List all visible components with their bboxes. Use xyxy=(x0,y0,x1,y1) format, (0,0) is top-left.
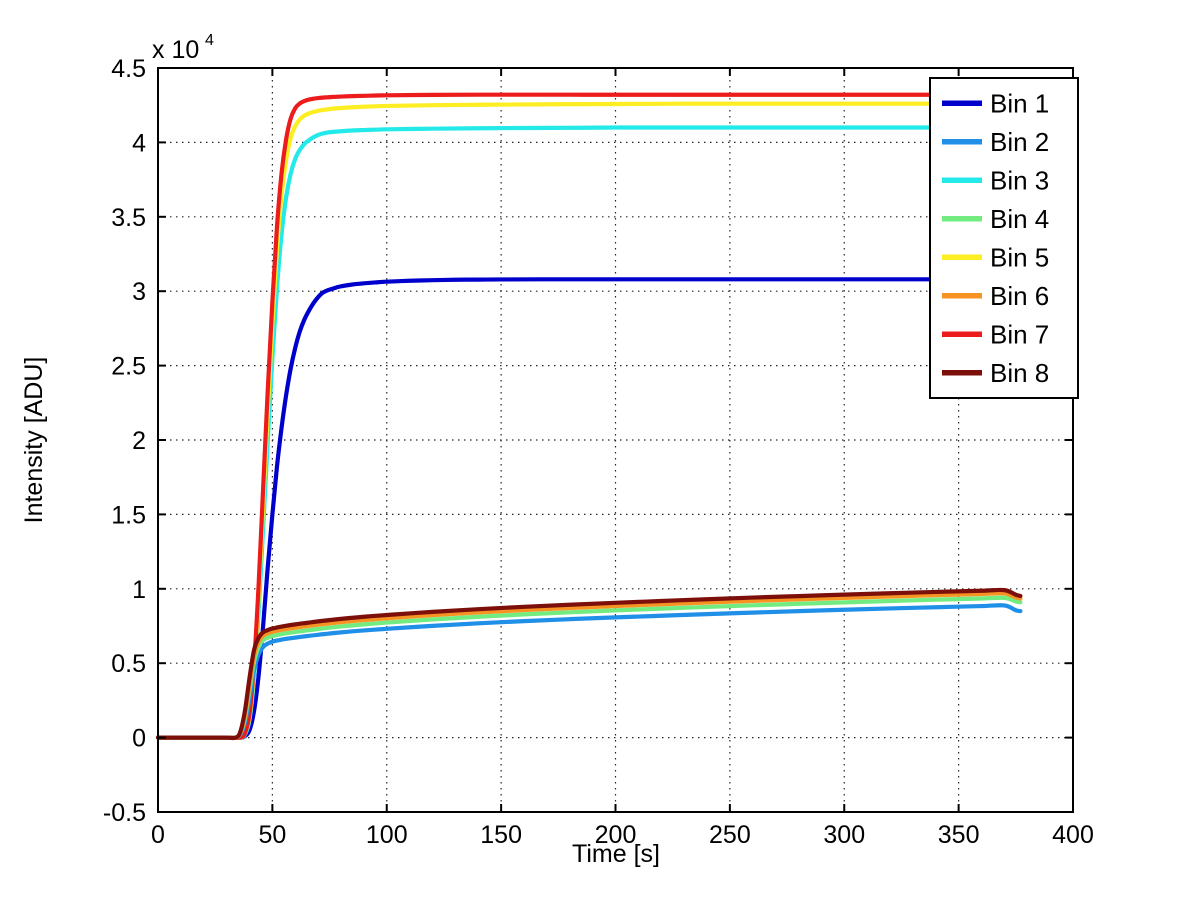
x-tick-label: 100 xyxy=(366,821,408,849)
y-axis-exponent: x 10 4 xyxy=(152,32,214,64)
x-axis-title: Time [s] xyxy=(572,840,660,868)
series-line-bin-6 xyxy=(155,591,1023,741)
x-tick-label: 350 xyxy=(938,821,980,849)
x-tick-label: 150 xyxy=(480,821,522,849)
y-tick-label: 3 xyxy=(132,278,146,306)
legend-box xyxy=(929,77,1079,399)
series-line-bin-8 xyxy=(155,587,1023,741)
legend-item-bin-3[interactable]: Bin 3 xyxy=(942,165,1049,195)
x-tick-label: 250 xyxy=(709,821,751,849)
y-tick-label: 4 xyxy=(132,129,146,157)
y-tick-label: 2.5 xyxy=(111,353,146,381)
x-tick-label: 0 xyxy=(151,821,165,849)
legend-item-bin-4[interactable]: Bin 4 xyxy=(942,204,1049,234)
y-tick-label: 2 xyxy=(132,427,146,455)
y-tick-label: 3.5 xyxy=(111,204,146,232)
legend-label: Bin 5 xyxy=(990,242,1049,272)
y-tick-label: -0.5 xyxy=(103,799,146,827)
y-tick-label: 0.5 xyxy=(111,650,146,678)
series-line-bin-3 xyxy=(155,125,1023,740)
legend-item-bin-8[interactable]: Bin 8 xyxy=(942,358,1049,388)
legend-item-bin-2[interactable]: Bin 2 xyxy=(942,127,1049,157)
series-layer xyxy=(155,92,1023,741)
y-tick-label: 1 xyxy=(132,576,146,604)
y-exponent-power: 4 xyxy=(205,32,214,49)
legend-label: Bin 2 xyxy=(990,127,1049,157)
legend-label: Bin 8 xyxy=(990,358,1049,388)
x-tick-label: 300 xyxy=(823,821,865,849)
legend-label: Bin 6 xyxy=(990,281,1049,311)
y-axis-title: Intensity [ADU] xyxy=(20,357,48,524)
legend-label: Bin 7 xyxy=(990,319,1049,349)
series-line-bin-1 xyxy=(155,277,1023,740)
x-tick-label: 50 xyxy=(258,821,286,849)
y-exponent-text: x 10 xyxy=(152,36,199,64)
legend-label: Bin 3 xyxy=(990,165,1049,195)
legend-item-bin-5[interactable]: Bin 5 xyxy=(942,242,1049,272)
x-tick-label: 400 xyxy=(1052,821,1094,849)
grid-lines xyxy=(158,68,1073,812)
y-tick-label: 0 xyxy=(132,725,146,753)
legend-label: Bin 1 xyxy=(990,88,1049,118)
legend-item-bin-7[interactable]: Bin 7 xyxy=(942,319,1049,349)
x-axis-tick-labels: 0 50 100 150 200 250 300 350 400 xyxy=(151,821,1094,849)
chart-legend[interactable]: Bin 1 Bin 2 Bin 3 Bin 4 Bin 5 Bin 6 Bin 7 Bin 8 xyxy=(929,77,1079,399)
y-tick-label: 1.5 xyxy=(111,501,146,529)
x-tick-label: 200 xyxy=(595,821,637,849)
legend-item-bin-1[interactable]: Bin 1 xyxy=(942,88,1049,118)
y-tick-label: 4.5 xyxy=(111,55,146,83)
legend-item-bin-6[interactable]: Bin 6 xyxy=(942,281,1049,311)
legend-label: Bin 4 xyxy=(990,204,1049,234)
y-axis-tick-labels: -0.5 0 0.5 1 1.5 2 2.5 3 3.5 4 4.5 xyxy=(103,55,146,827)
